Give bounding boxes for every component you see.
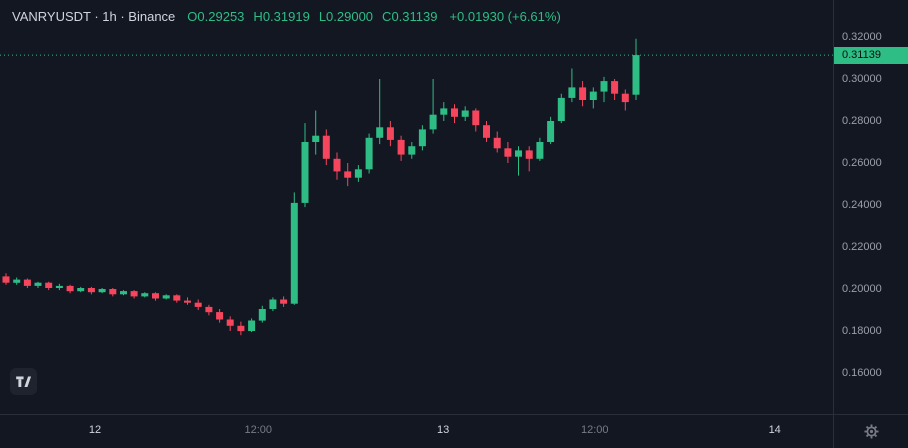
price-tick-label: 0.26000 xyxy=(842,156,882,169)
price-tick-label: 0.28000 xyxy=(842,114,882,127)
low-label: L xyxy=(318,9,327,24)
price-tick-label: 0.16000 xyxy=(842,367,882,380)
time-tick-label: 12:00 xyxy=(244,424,272,436)
close-label: C xyxy=(382,9,392,24)
chart-canvas[interactable] xyxy=(0,0,833,414)
candles-layer xyxy=(2,38,640,336)
price-tick-label: 0.18000 xyxy=(842,325,882,338)
low-value: 0.29000 xyxy=(326,9,374,24)
high-value: 0.31919 xyxy=(262,9,310,24)
time-tick-label: 12:00 xyxy=(580,424,609,436)
price-tick-label: 0.22000 xyxy=(842,241,882,253)
close-value: 0.31139 xyxy=(391,9,438,24)
time-tick-label: 14 xyxy=(768,424,781,436)
time-tick-label: 12 xyxy=(88,424,102,436)
open-value: 0.29253 xyxy=(197,9,245,24)
time-tick-label: 13 xyxy=(437,424,450,436)
change-value: +0.01930 (+6.61%) xyxy=(449,9,561,24)
settings-button[interactable] xyxy=(862,422,881,441)
candlestick-chart xyxy=(0,38,833,336)
price-tick-label: 0.30000 xyxy=(842,72,882,85)
price-tick-label: 0.20000 xyxy=(842,283,882,296)
current-price-badge: 0.31139 xyxy=(834,46,908,64)
price-tick-label: 0.32000 xyxy=(842,30,882,43)
symbol-title[interactable]: VANRYUSDT · 1h · Binance xyxy=(12,9,176,24)
open-label: O xyxy=(187,9,198,24)
ohlc-readout: O 0.29253 H 0.31919 L 0.29000 C 0.31139 xyxy=(187,9,437,24)
tradingview-logo-icon xyxy=(16,376,32,387)
tradingview-logo[interactable] xyxy=(10,368,37,395)
price-tick-label: 0.24000 xyxy=(842,199,882,211)
gear-icon xyxy=(863,424,879,439)
high-label: H xyxy=(253,9,263,24)
price-axis[interactable]: 0.31139 0.32000 0.30000 0.28000 0.26000 0.24… xyxy=(833,0,908,414)
axis-corner xyxy=(833,414,908,448)
time-axis[interactable]: 12 12:00 13 12:00 14 xyxy=(0,414,833,448)
chart-legend: VANRYUSDT · 1h · Binance O 0.29253 H 0.3191… xyxy=(12,9,561,24)
